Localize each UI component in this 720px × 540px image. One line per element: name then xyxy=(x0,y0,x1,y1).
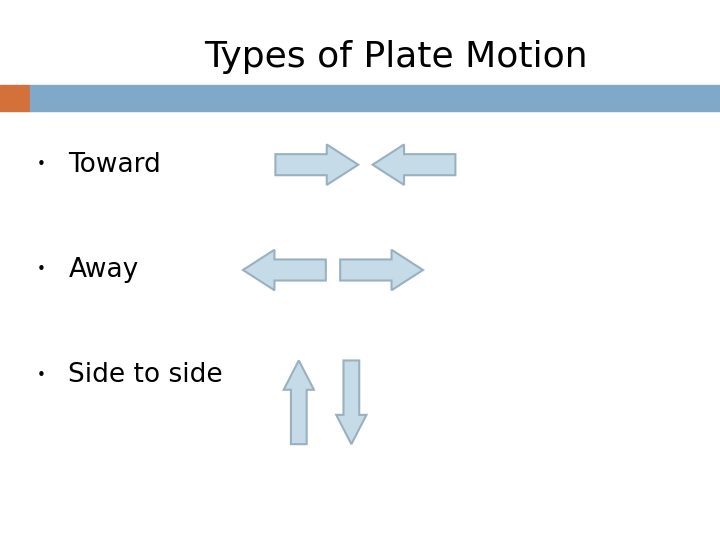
FancyArrow shape xyxy=(284,361,314,444)
FancyArrow shape xyxy=(373,145,455,185)
Text: •: • xyxy=(37,157,45,172)
Text: •: • xyxy=(37,368,45,383)
Text: Types of Plate Motion: Types of Plate Motion xyxy=(204,40,588,75)
FancyArrow shape xyxy=(275,145,359,185)
FancyArrow shape xyxy=(243,249,325,291)
Text: •: • xyxy=(37,262,45,278)
Bar xyxy=(30,85,720,111)
Text: Away: Away xyxy=(68,257,139,283)
Text: Toward: Toward xyxy=(68,152,161,178)
Text: Side to side: Side to side xyxy=(68,362,223,388)
Bar xyxy=(0,85,30,111)
FancyArrow shape xyxy=(336,361,366,444)
FancyArrow shape xyxy=(341,249,423,291)
